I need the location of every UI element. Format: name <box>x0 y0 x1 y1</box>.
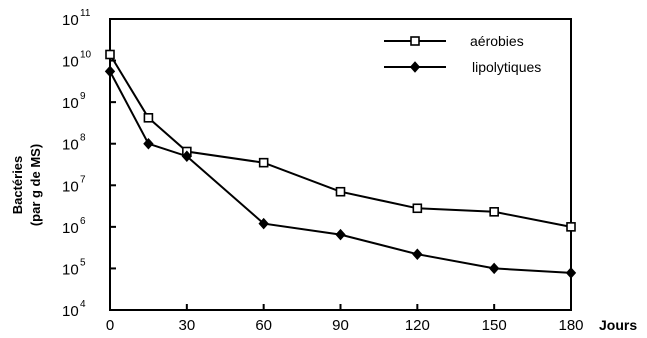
y-tick-label-exponent: 11 <box>80 8 91 19</box>
y-axis-label-line2: (par g de MS) <box>28 144 43 226</box>
legend-label-lipolytiques: lipolytiques <box>472 59 541 75</box>
aerobies-marker <box>410 36 420 46</box>
series-lipolytiques <box>104 65 577 279</box>
y-tick-label-exponent: 4 <box>80 299 86 310</box>
lipolytiques-marker <box>488 262 500 275</box>
y-tick-label-exponent: 6 <box>80 216 86 227</box>
lipolytiques-marker <box>409 61 421 73</box>
series-line-lipolytiques <box>109 70 572 274</box>
x-tick-label: 90 <box>332 317 349 334</box>
y-axis-label-line1: Bactéries <box>10 156 25 215</box>
aerobies-marker <box>105 49 115 60</box>
y-tick-label-exponent: 10 <box>80 50 92 61</box>
y-tick-label-base: 10 <box>62 54 79 71</box>
y-tick-label-base: 10 <box>62 261 79 278</box>
y-tick-label-exponent: 9 <box>80 91 86 102</box>
y-tick-label-base: 10 <box>62 178 79 195</box>
legend-label-aerobies: aérobies <box>470 33 524 49</box>
y-tick-label-base: 10 <box>62 220 79 237</box>
legend: aérobies lipolytiques <box>384 33 541 75</box>
lipolytiques-marker <box>335 228 346 241</box>
y-tick-label-exponent: 8 <box>80 133 86 144</box>
y-tick-label-base: 10 <box>62 12 79 29</box>
series-aerobies <box>105 49 576 232</box>
lipolytiques-marker <box>258 217 269 230</box>
x-tick-label: 150 <box>482 317 507 334</box>
lipolytiques-marker <box>181 150 193 162</box>
lipolytiques-marker <box>104 65 116 78</box>
y-tick-label-exponent: 5 <box>80 257 86 268</box>
aerobies-marker <box>489 207 499 217</box>
y-tick-label-exponent: 7 <box>80 174 86 185</box>
lipolytiques-marker <box>143 137 154 150</box>
x-tick-label: 30 <box>178 317 195 334</box>
y-axis-label: Bactéries (par g de MS) <box>10 144 43 226</box>
series-line-aerobies <box>109 53 572 228</box>
lipolytiques-marker <box>565 267 577 279</box>
y-tick-label-base: 10 <box>62 137 79 154</box>
aerobies-marker <box>566 222 576 232</box>
aerobies-marker <box>143 113 154 123</box>
x-axis-label: Jours <box>599 317 637 333</box>
lipolytiques-marker <box>412 248 423 260</box>
x-tick-label: 180 <box>558 317 583 334</box>
aerobies-marker <box>258 157 269 168</box>
x-tick-label: 0 <box>106 317 114 334</box>
plot-frame <box>109 18 572 311</box>
series-layer <box>104 49 577 279</box>
aerobies-marker <box>335 186 346 197</box>
x-tick-label: 60 <box>255 317 272 334</box>
x-tick-label: 120 <box>405 317 430 334</box>
x-axis-ticks: 0 30 60 90 120 150 180 <box>106 304 584 334</box>
y-tick-label-base: 10 <box>62 95 79 112</box>
y-tick-label-base: 10 <box>62 303 79 320</box>
aerobies-marker <box>412 203 423 214</box>
